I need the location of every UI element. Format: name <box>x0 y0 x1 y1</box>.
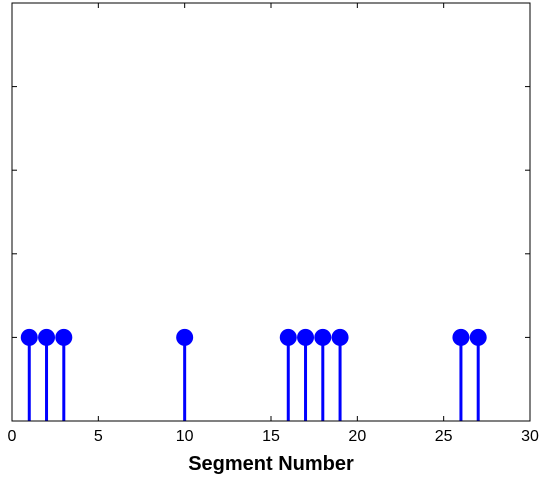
stem-marker <box>55 328 73 346</box>
stem-marker <box>20 328 38 346</box>
stem-marker <box>297 328 315 346</box>
x-tick-label: 25 <box>435 428 453 445</box>
axes-box <box>11 2 531 422</box>
stem-marker <box>279 328 297 346</box>
x-axis-label: Segment Number <box>188 453 354 475</box>
stem-marker <box>452 328 470 346</box>
stem-marker <box>314 328 332 346</box>
stem-marker <box>331 328 349 346</box>
stem-marker <box>38 328 56 346</box>
x-tick-label: 10 <box>176 428 194 445</box>
stem-marker <box>469 328 487 346</box>
x-tick-label: 0 <box>8 428 17 445</box>
x-tick-label: 20 <box>348 428 366 445</box>
stems-layer <box>20 328 487 421</box>
x-tick-labels: 0 5 10 15 20 25 30 <box>8 428 539 445</box>
x-tick-label: 15 <box>262 428 280 445</box>
x-tick-label: 30 <box>521 428 539 445</box>
plot-area <box>12 3 530 421</box>
stem-marker <box>176 328 194 346</box>
x-tick-label: 5 <box>94 428 103 445</box>
